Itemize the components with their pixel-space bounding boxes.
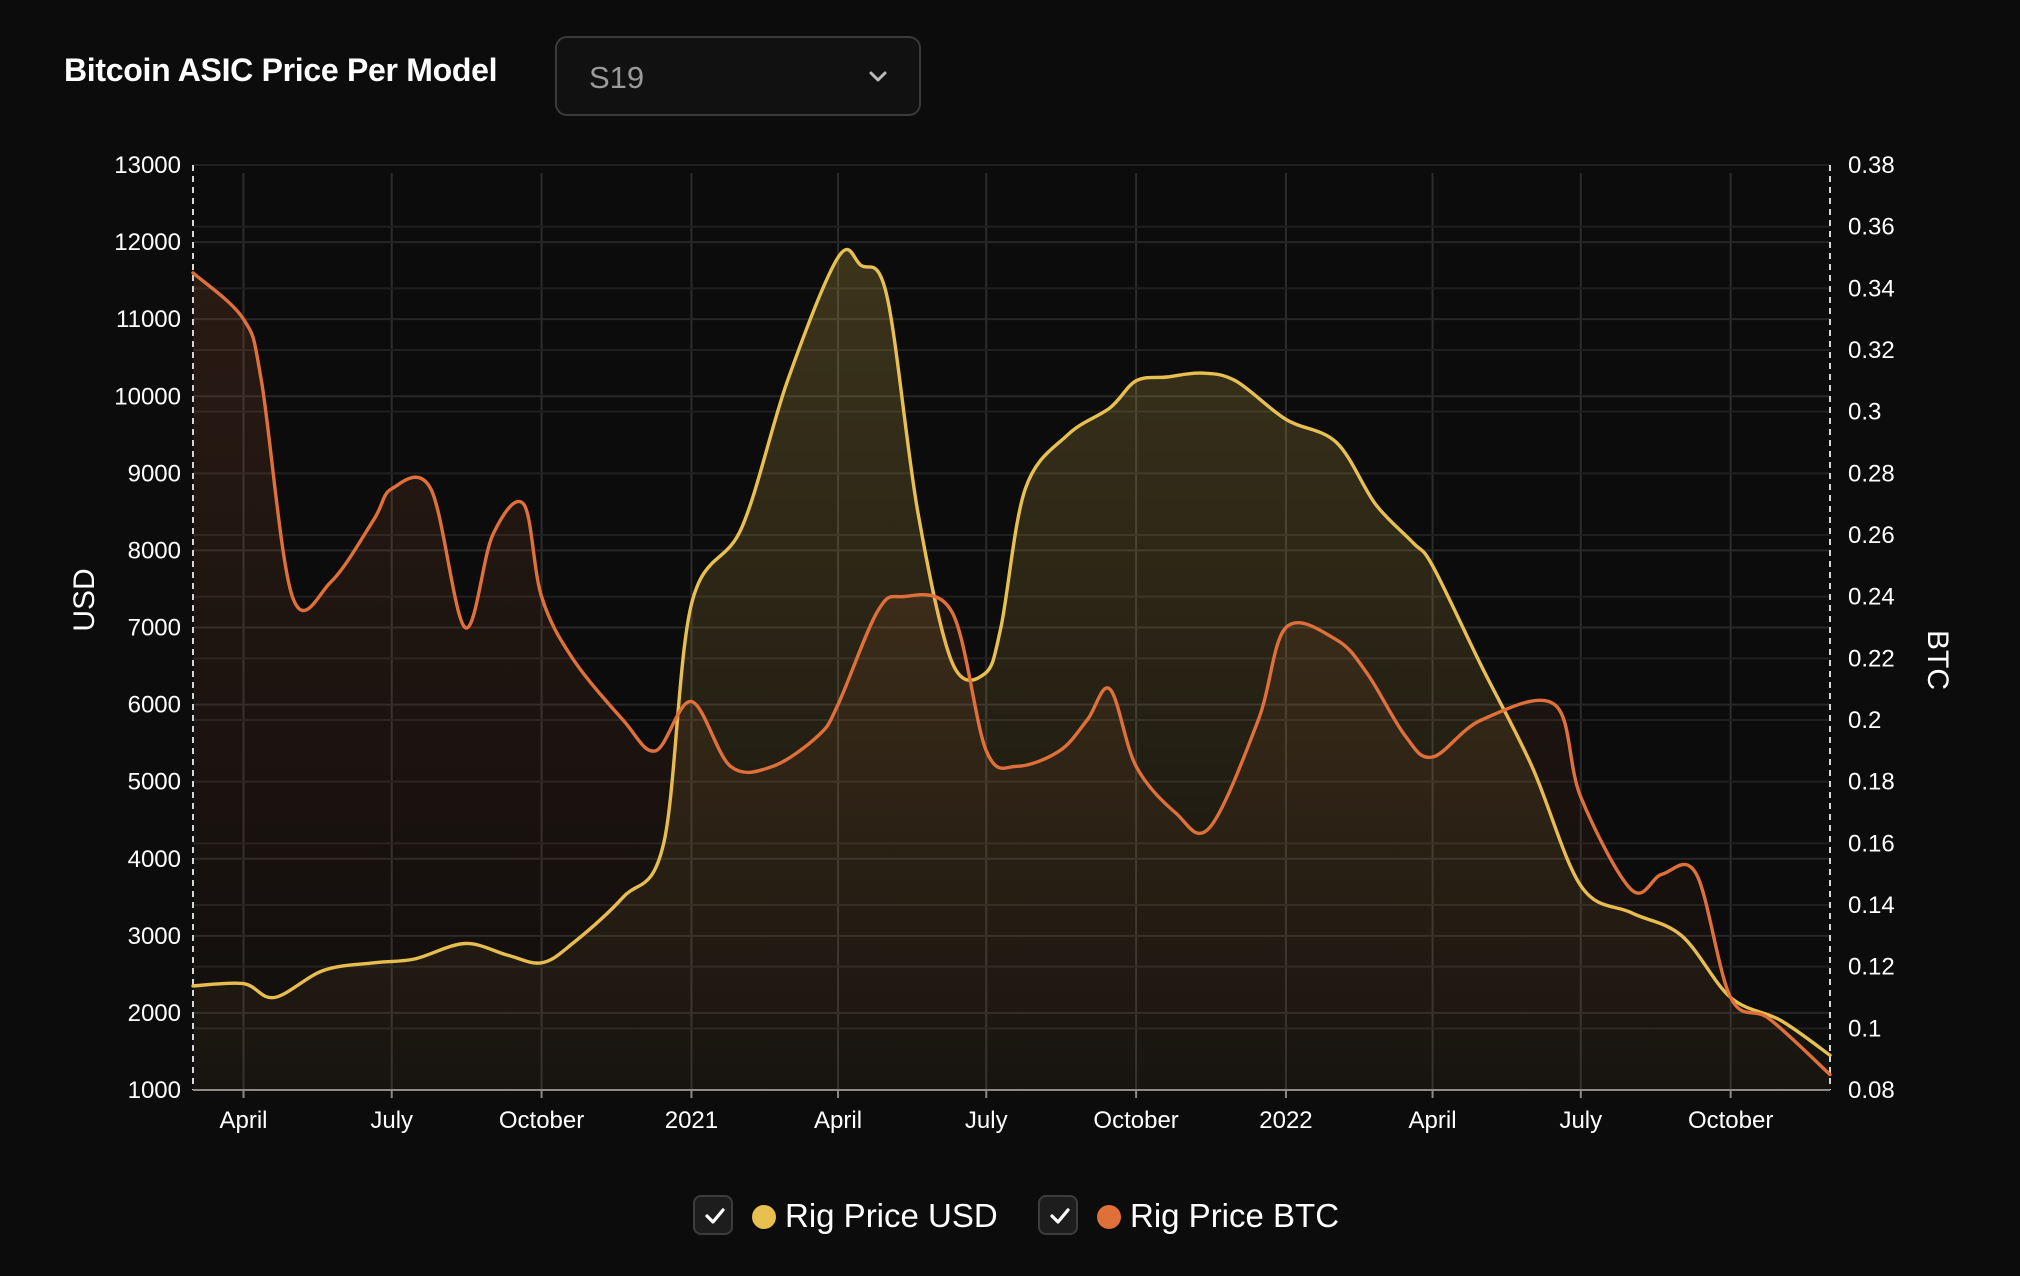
check-icon: [1050, 1208, 1070, 1224]
y-right-axis-title: BTC: [1921, 630, 1954, 690]
y-left-axis-title: USD: [68, 568, 101, 631]
y-right-tick-label: 0.24: [1848, 584, 1895, 611]
y-left-tick-label: 10000: [114, 383, 181, 410]
y-right-tick-label: 0.3: [1848, 399, 1881, 426]
price-chart: April July October 2021 April July October 2022…: [68, 152, 1954, 1134]
y-left-tick-label: 1000: [128, 1077, 181, 1104]
y-right-tick-label: 0.1: [1848, 1015, 1881, 1042]
y-right-tick-label: 0.12: [1848, 954, 1895, 981]
y-left-tick-label: 12000: [114, 229, 181, 256]
y-right-tick-label: 0.28: [1848, 460, 1895, 487]
y-left-tick-label: 5000: [128, 769, 181, 796]
y-right-tick-label: 0.34: [1848, 275, 1895, 302]
chevron-down-icon: [869, 71, 887, 82]
x-tick-label: October: [1093, 1107, 1178, 1134]
legend-swatch-usd: [752, 1205, 776, 1229]
y-right-tick-label: 0.36: [1848, 214, 1895, 241]
model-select[interactable]: S19: [555, 36, 921, 116]
y-right-tick-label: 0.38: [1848, 152, 1895, 179]
y-left-tick-label: 3000: [128, 923, 181, 950]
legend-label-usd: Rig Price USD: [785, 1197, 998, 1234]
chart-legend: Rig Price USD Rig Price BTC: [0, 1195, 2020, 1243]
y-left-tick-label: 2000: [128, 1000, 181, 1027]
x-tick-label: 2022: [1259, 1107, 1312, 1134]
x-tick-label: July: [1559, 1107, 1602, 1134]
x-tick-label: April: [219, 1107, 267, 1134]
y-left-tick-label: 13000: [114, 152, 181, 179]
y-right-tick-label: 0.22: [1848, 645, 1895, 672]
y-left-tick-label: 8000: [128, 537, 181, 564]
legend-label-btc: Rig Price BTC: [1130, 1197, 1340, 1234]
x-tick-label: October: [1688, 1107, 1773, 1134]
x-tick-label: October: [499, 1107, 584, 1134]
y-right-tick-label: 0.16: [1848, 830, 1895, 857]
y-left-tick-label: 7000: [128, 615, 181, 642]
y-left-tick-label: 4000: [128, 846, 181, 873]
y-right-tick-label: 0.2: [1848, 707, 1881, 734]
check-icon: [705, 1208, 725, 1224]
y-left-tick-label: 6000: [128, 692, 181, 719]
x-tick-label: July: [370, 1107, 413, 1134]
x-tick-label: 2021: [665, 1107, 718, 1134]
model-select-value: S19: [589, 60, 645, 95]
x-tick-label: July: [965, 1107, 1008, 1134]
legend-swatch-btc: [1097, 1205, 1121, 1229]
x-tick-label: April: [1409, 1107, 1457, 1134]
legend-checkbox-btc[interactable]: [1038, 1195, 1078, 1235]
y-left-tick-label: 9000: [128, 460, 181, 487]
legend-checkbox-usd[interactable]: [693, 1195, 733, 1235]
chart-title: Bitcoin ASIC Price Per Model: [64, 52, 498, 88]
y-right-tick-label: 0.26: [1848, 522, 1895, 549]
y-right-tick-label: 0.08: [1848, 1077, 1895, 1104]
y-left-tick-label: 11000: [116, 306, 181, 333]
series-line-btc: [191, 271, 1832, 1077]
y-right-tick-label: 0.32: [1848, 337, 1895, 364]
y-right-tick-label: 0.18: [1848, 769, 1895, 796]
y-right-tick-label: 0.14: [1848, 892, 1895, 919]
series-area-btc: [193, 272, 1830, 1090]
x-tick-label: April: [814, 1107, 862, 1134]
